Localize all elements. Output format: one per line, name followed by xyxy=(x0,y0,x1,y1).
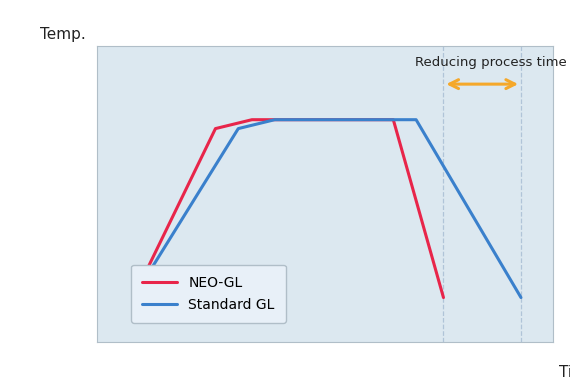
NEO-GL xyxy=(249,117,255,122)
NEO-GL xyxy=(130,295,137,300)
NEO-GL xyxy=(212,126,219,131)
Standard GL xyxy=(518,295,524,300)
Text: Time: Time xyxy=(559,365,570,380)
Line: NEO-GL: NEO-GL xyxy=(133,120,443,298)
Standard GL xyxy=(235,126,242,131)
Standard GL xyxy=(413,117,420,122)
Text: Temp.: Temp. xyxy=(40,27,86,42)
NEO-GL xyxy=(390,117,397,122)
Legend: NEO-GL, Standard GL: NEO-GL, Standard GL xyxy=(131,264,286,323)
Line: Standard GL: Standard GL xyxy=(133,120,521,298)
Standard GL xyxy=(130,295,137,300)
Text: Reducing process time: Reducing process time xyxy=(416,56,567,69)
Standard GL xyxy=(271,117,278,122)
NEO-GL xyxy=(440,295,447,300)
